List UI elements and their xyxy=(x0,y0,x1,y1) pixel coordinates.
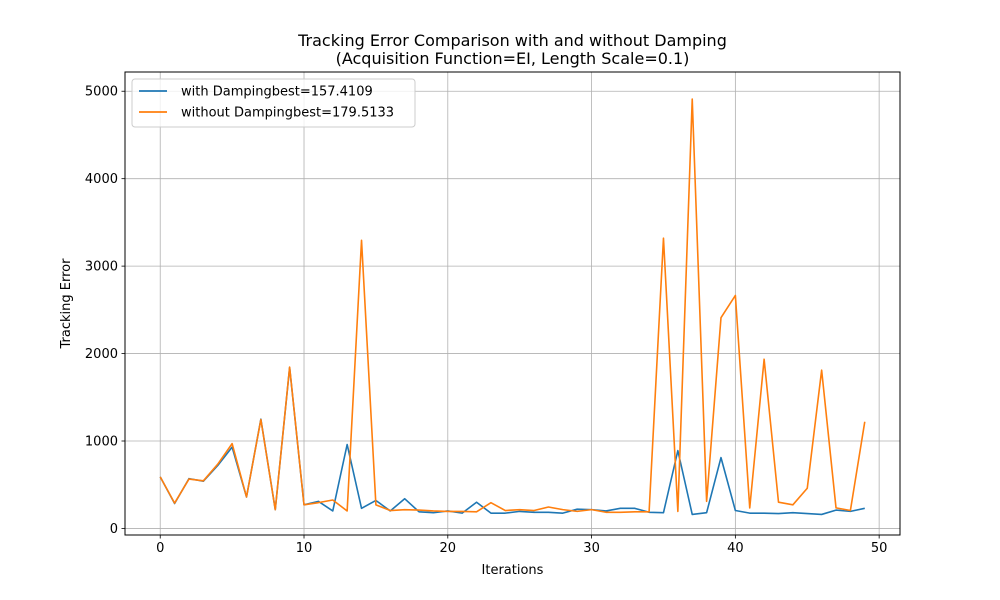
y-tick-label: 0 xyxy=(110,522,118,537)
chart-title: Tracking Error Comparison with and witho… xyxy=(297,31,727,50)
series-line-without-damping xyxy=(159,98,866,514)
y-tick-label: 4000 xyxy=(85,172,118,187)
grid-lines xyxy=(125,72,900,535)
x-tick-label: 0 xyxy=(156,541,164,556)
y-tick-label: 5000 xyxy=(85,85,118,100)
legend-box xyxy=(131,78,416,128)
y-tick-label: 3000 xyxy=(85,260,118,275)
x-axis-label: Iterations xyxy=(482,563,544,578)
legend-label-with-damping: with Dampingbest=157.4109 xyxy=(181,85,373,100)
chart-subtitle: (Acquisition Function=EI, Length Scale=0… xyxy=(336,49,690,68)
x-tick-label: 10 xyxy=(296,541,313,556)
series-layer xyxy=(159,98,866,516)
y-axis-ticks: 0 1000 2000 3000 4000 5000 xyxy=(85,85,125,537)
legend: with Dampingbest=157.4109 without Dampin… xyxy=(131,78,416,128)
y-tick-label: 1000 xyxy=(85,435,118,450)
plot-frame xyxy=(124,71,901,536)
x-tick-label: 40 xyxy=(727,541,744,556)
x-tick-label: 20 xyxy=(440,541,457,556)
x-axis-ticks: 0 10 20 30 40 50 xyxy=(156,535,887,556)
x-tick-label: 30 xyxy=(583,541,600,556)
legend-label-without-damping: without Dampingbest=179.5133 xyxy=(181,106,394,121)
y-tick-label: 2000 xyxy=(85,347,118,362)
y-axis-label: Tracking Error xyxy=(59,258,74,350)
x-tick-label: 50 xyxy=(871,541,888,556)
